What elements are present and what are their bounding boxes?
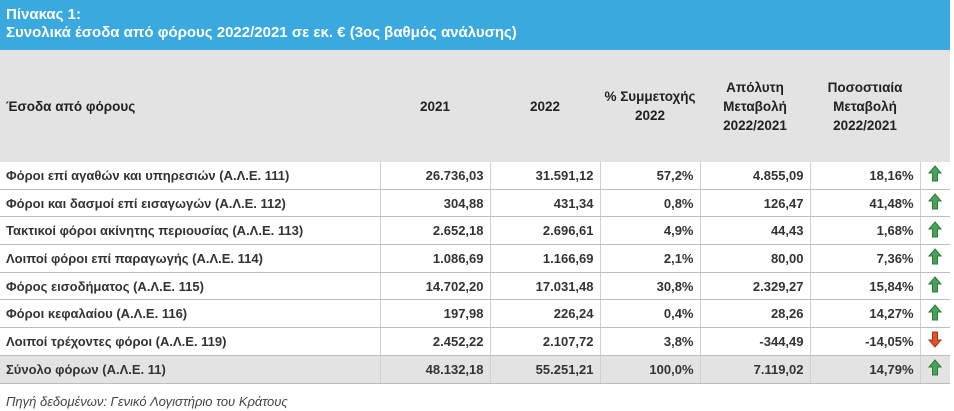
cell: -14,05% bbox=[810, 327, 921, 356]
cell: 80,00 bbox=[700, 244, 811, 273]
column-header: Έσοδα από φόρους bbox=[0, 50, 380, 162]
cell: 3,8% bbox=[600, 327, 701, 356]
cell: 41,48% bbox=[810, 189, 921, 218]
cell: 2.452,22 bbox=[380, 327, 491, 356]
cell: Φόροι και δασμοί επί εισαγωγών (Α.Λ.Ε. 1… bbox=[0, 189, 381, 218]
cell: 2.696,61 bbox=[490, 216, 601, 246]
column-header: Ποσοστιαία Μεταβολή 2022/2021 bbox=[810, 50, 920, 162]
subtitle: Συνολικά έσοδα από φόρους 2022/2021 σε ε… bbox=[6, 24, 517, 41]
cell: Σύνολο φόρων (Α.Λ.Ε. 11) bbox=[0, 355, 381, 384]
column-header: Απόλυτη Μεταβολή 2022/2021 bbox=[700, 50, 810, 162]
column-header-blank bbox=[920, 50, 950, 162]
cell: 0,8% bbox=[600, 189, 701, 218]
cell: 44,43 bbox=[700, 216, 811, 246]
source-note: Πηγή δεδομένων: Γενικό Λογιστήριο του Κρ… bbox=[6, 394, 288, 409]
cell: 126,47 bbox=[700, 189, 811, 218]
cell: 31.591,12 bbox=[490, 162, 601, 190]
cell: 26.736,03 bbox=[380, 162, 491, 190]
tax-table: Έσοδα από φόρους 2021 2022% Συμμετοχής 202… bbox=[0, 50, 950, 384]
cell: Τακτικοί φόροι ακίνητης περιουσίας (Α.Λ.… bbox=[0, 216, 381, 246]
cell: 48.132,18 bbox=[380, 355, 491, 384]
cell: 0,4% bbox=[600, 299, 701, 329]
title: Πίνακας 1: bbox=[6, 6, 81, 23]
cell: -344,49 bbox=[700, 327, 811, 356]
trend-arrow bbox=[920, 272, 950, 301]
trend-arrow bbox=[920, 189, 950, 218]
cell: 15,84% bbox=[810, 272, 921, 301]
column-header: 2022 bbox=[490, 50, 600, 162]
total-row: Σύνολο φόρων (Α.Λ.Ε. 11) 48.132,18 55.251,… bbox=[0, 355, 950, 384]
title-bar: Πίνακας 1: Συνολικά έσοδα από φόρους 202… bbox=[0, 0, 950, 50]
cell: 4.855,09 bbox=[700, 162, 811, 190]
cell: 30,8% bbox=[600, 272, 701, 301]
cell: Λοιποί φόροι επί παραγωγής (Α.Λ.Ε. 114) bbox=[0, 244, 381, 273]
cell: 1,68% bbox=[810, 216, 921, 246]
cell: 55.251,21 bbox=[490, 355, 601, 384]
cell: 100,0% bbox=[600, 355, 701, 384]
table-row: Τακτικοί φόροι ακίνητης περιουσίας (Α.Λ.… bbox=[0, 216, 950, 246]
cell: 14,79% bbox=[810, 355, 921, 384]
table-row: Φόροι κεφαλαίου (Α.Λ.Ε. 116) 197,98 226,24… bbox=[0, 299, 950, 329]
cell: 4,9% bbox=[600, 216, 701, 246]
header-row: Έσοδα από φόρους 2021 2022% Συμμετοχής 202… bbox=[0, 50, 950, 162]
cell: 2,1% bbox=[600, 244, 701, 273]
cell: 7.119,02 bbox=[700, 355, 811, 384]
table-row: Λοιποί τρέχοντες φόροι (Α.Λ.Ε. 119) 2.452… bbox=[0, 327, 950, 356]
table-row: Λοιποί φόροι επί παραγωγής (Α.Λ.Ε. 114) 1… bbox=[0, 244, 950, 273]
cell: 2.107,72 bbox=[490, 327, 601, 356]
column-header: % Συμμετοχής 2022 bbox=[600, 50, 700, 162]
cell: 1.086,69 bbox=[380, 244, 491, 273]
cell: 17.031,48 bbox=[490, 272, 601, 301]
cell: 7,36% bbox=[810, 244, 921, 273]
table-row: Φόρος εισοδήματος (Α.Λ.Ε. 115) 14.702,20 1… bbox=[0, 272, 950, 301]
cell: 57,2% bbox=[600, 162, 701, 190]
cell: 197,98 bbox=[380, 299, 491, 329]
cell: 14,27% bbox=[810, 299, 921, 329]
table-row: Φόροι επί αγαθών και υπηρεσιών (Α.Λ.Ε. 1… bbox=[0, 162, 950, 190]
table-row: Φόροι και δασμοί επί εισαγωγών (Α.Λ.Ε. 1… bbox=[0, 189, 950, 218]
cell: 14.702,20 bbox=[380, 272, 491, 301]
trend-arrow bbox=[920, 216, 950, 246]
cell: 2.652,18 bbox=[380, 216, 491, 246]
cell: 431,34 bbox=[490, 189, 601, 218]
trend-arrow bbox=[920, 355, 950, 384]
trend-arrow bbox=[920, 299, 950, 329]
cell: 1.166,69 bbox=[490, 244, 601, 273]
trend-arrow bbox=[920, 327, 950, 356]
cell: 304,88 bbox=[380, 189, 491, 218]
cell: 28,26 bbox=[700, 299, 811, 329]
cell: Φόροι επί αγαθών και υπηρεσιών (Α.Λ.Ε. 1… bbox=[0, 162, 381, 190]
cell: 18,16% bbox=[810, 162, 921, 190]
trend-arrow bbox=[920, 162, 950, 190]
trend-arrow bbox=[920, 244, 950, 273]
column-header: 2021 bbox=[380, 50, 490, 162]
cell: 2.329,27 bbox=[700, 272, 811, 301]
cell: Λοιποί τρέχοντες φόροι (Α.Λ.Ε. 119) bbox=[0, 327, 381, 356]
cell: Φόρος εισοδήματος (Α.Λ.Ε. 115) bbox=[0, 272, 381, 301]
cell: 226,24 bbox=[490, 299, 601, 329]
cell: Φόροι κεφαλαίου (Α.Λ.Ε. 116) bbox=[0, 299, 381, 329]
